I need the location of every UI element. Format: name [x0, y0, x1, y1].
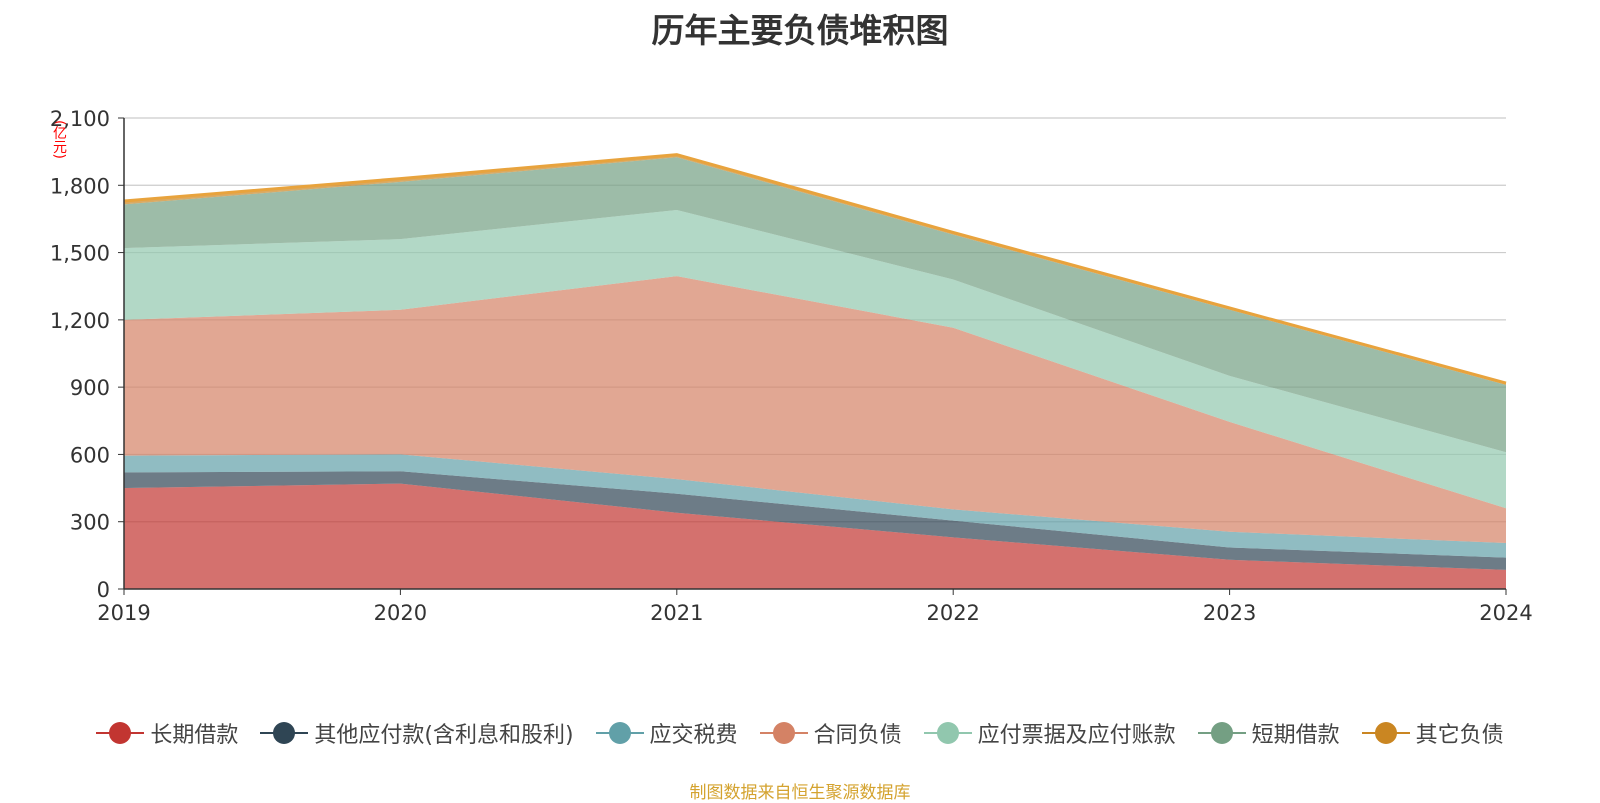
y-tick-label: 1,200 — [50, 309, 110, 333]
legend-label: 其它负债 — [1415, 723, 1504, 748]
legend-item-3[interactable]: 合同负债 — [759, 717, 902, 749]
legend-item-2[interactable]: 应交税费 — [595, 717, 738, 749]
y-tick-label: 300 — [70, 511, 110, 535]
legend-item-5[interactable]: 短期借款 — [1197, 717, 1340, 749]
x-tick-label: 2024 — [1479, 601, 1532, 625]
y-tick-label: 1,500 — [50, 242, 110, 266]
area-series-0 — [124, 483, 1506, 589]
legend-marker-icon — [1361, 721, 1410, 745]
source-note: 制图数据来自恒生聚源数据库 — [689, 783, 911, 803]
x-tick-label: 2019 — [97, 601, 150, 625]
legend-label: 其他应付款(含利息和股利) — [314, 723, 574, 748]
legend: 长期借款 其他应付款(含利息和股利) 应交税费 合同负债 应付票据及应付账款 短期借款 其它… — [0, 717, 1600, 749]
legend-item-6[interactable]: 其它负债 — [1361, 717, 1504, 749]
legend-marker-icon — [923, 721, 972, 745]
y-tick-label: 0 — [97, 578, 110, 602]
y-axis-unit-label: (亿元) — [51, 120, 67, 159]
area-series-1 — [124, 471, 1506, 570]
area-series-4 — [124, 210, 1506, 509]
legend-marker-icon — [595, 721, 644, 745]
y-tick-label: 2,100 — [50, 107, 110, 131]
legend-item-4[interactable]: 应付票据及应付账款 — [923, 717, 1176, 749]
legend-item-1[interactable]: 其他应付款(含利息和股利) — [260, 717, 574, 749]
legend-item-0[interactable]: 长期借款 — [96, 717, 238, 749]
y-tick-label: 900 — [70, 376, 110, 400]
legend-label: 短期借款 — [1251, 723, 1340, 748]
legend-label: 合同负债 — [813, 723, 902, 748]
area-series-2 — [124, 454, 1506, 558]
x-tick-label: 2022 — [926, 601, 979, 625]
x-tick-label: 2023 — [1203, 601, 1256, 625]
axes — [123, 118, 1506, 590]
chart-title: 历年主要负债堆积图 — [651, 11, 949, 50]
x-tick-labels: 2019 2020 2021 2022 2023 2024 — [97, 589, 1533, 625]
area-series-3 — [124, 276, 1506, 543]
legend-label: 应交税费 — [649, 723, 738, 748]
area-series — [123, 153, 1507, 589]
x-tick-label: 2021 — [650, 601, 703, 625]
legend-label: 长期借款 — [150, 723, 239, 748]
legend-marker-icon — [1197, 721, 1246, 745]
y-tick-label: 1,800 — [50, 174, 110, 198]
x-tick-label: 2020 — [374, 601, 427, 625]
y-tick-labels: 0 300 600 900 1,200 1,500 1,800 2,100 — [50, 107, 124, 602]
series-line-top — [123, 153, 1507, 385]
y-tick-label: 600 — [70, 443, 110, 467]
legend-marker-icon — [96, 721, 145, 745]
area-series-5 — [124, 157, 1506, 453]
legend-marker-icon — [759, 721, 808, 745]
legend-label: 应付票据及应付账款 — [977, 723, 1176, 748]
legend-marker-icon — [260, 721, 309, 745]
